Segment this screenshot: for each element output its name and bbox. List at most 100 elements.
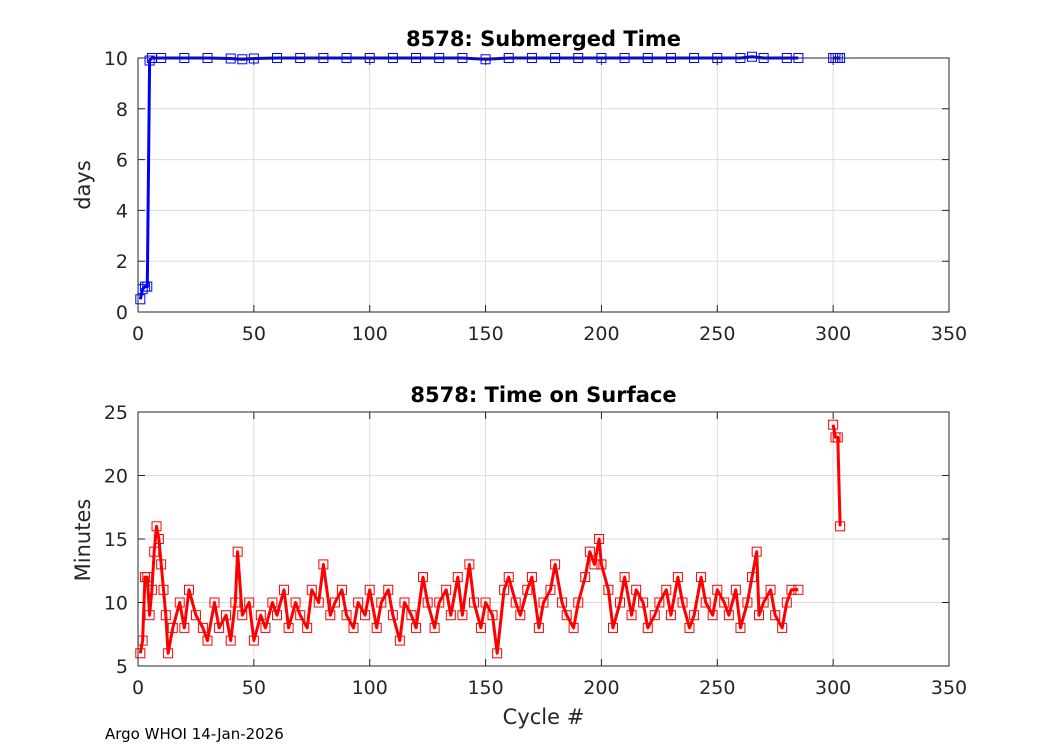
data-point-marker <box>302 622 313 633</box>
data-point-marker <box>267 597 278 608</box>
data-point-marker <box>584 546 595 557</box>
x-tick-label: 350 <box>931 323 967 345</box>
data-point-marker <box>684 622 695 633</box>
data-point-marker <box>248 635 259 646</box>
data-point-marker <box>649 610 660 621</box>
data-point-marker <box>360 610 371 621</box>
data-point-marker <box>538 597 549 608</box>
data-point-marker <box>174 597 185 608</box>
data-point-marker <box>828 419 839 430</box>
data-point-marker <box>197 622 208 633</box>
data-point-marker <box>696 572 707 583</box>
x-tick-label: 150 <box>467 323 503 345</box>
data-point-marker <box>526 572 537 583</box>
data-point-marker <box>747 572 758 583</box>
data-point-marker <box>751 546 762 557</box>
data-point-marker <box>209 597 220 608</box>
data-point-marker <box>237 610 248 621</box>
x-tick-label: 50 <box>242 677 266 699</box>
data-point-marker <box>689 610 700 621</box>
data-point-marker <box>712 584 723 595</box>
data-point-marker <box>596 559 607 570</box>
data-point-marker <box>441 584 452 595</box>
x-tick-label: 300 <box>815 323 851 345</box>
data-point-marker <box>445 610 456 621</box>
y-tick-label: 2 <box>116 251 128 273</box>
x-tick-label: 0 <box>132 677 144 699</box>
data-point-marker <box>626 610 637 621</box>
data-point-marker <box>244 597 255 608</box>
bottom-series <box>135 419 846 659</box>
data-point-marker <box>677 597 688 608</box>
y-tick-label: 8 <box>116 99 128 121</box>
data-point-marker <box>278 584 289 595</box>
data-point-marker <box>149 546 160 557</box>
data-point-marker <box>480 597 491 608</box>
data-point-marker <box>135 294 146 305</box>
data-point-marker <box>406 610 417 621</box>
data-point-marker <box>225 635 236 646</box>
data-point-marker <box>464 559 475 570</box>
bottom-tick-labels: 0 50 100 150 200 250 300 350 5 10 15 20 25 <box>104 402 967 699</box>
data-point-marker <box>313 597 324 608</box>
data-point-marker <box>156 559 167 570</box>
x-tick-label: 200 <box>583 677 619 699</box>
data-point-marker <box>723 610 734 621</box>
bottom-x-axis-label: Cycle # <box>503 705 585 729</box>
footer-credit: Argo WHOI 14-Jan-2026 <box>105 725 284 743</box>
data-point-marker <box>394 635 405 646</box>
data-point-marker <box>232 546 243 557</box>
x-tick-label: 250 <box>699 323 735 345</box>
data-point-marker <box>638 597 649 608</box>
data-point-marker <box>550 559 561 570</box>
x-tick-label: 0 <box>132 323 144 345</box>
data-point-marker <box>167 622 178 633</box>
data-point-marker <box>735 622 746 633</box>
data-point-marker <box>202 635 213 646</box>
data-point-marker <box>503 572 514 583</box>
data-point-marker <box>142 572 153 583</box>
data-point-marker <box>434 597 445 608</box>
y-tick-label: 25 <box>104 402 128 424</box>
data-point-marker <box>719 597 730 608</box>
data-point-marker <box>151 521 162 532</box>
data-point-marker <box>487 610 498 621</box>
x-tick-label: 350 <box>931 677 967 699</box>
data-point-marker <box>325 610 336 621</box>
x-tick-label: 150 <box>467 677 503 699</box>
data-point-marker <box>295 610 306 621</box>
data-point-marker <box>190 610 201 621</box>
bottom-axes: 0 50 100 150 200 250 300 350 5 10 15 20 25 8578: Tim… <box>71 383 967 729</box>
x-tick-label: 100 <box>352 677 388 699</box>
data-point-marker <box>468 597 479 608</box>
data-point-marker <box>353 597 364 608</box>
data-point-marker <box>631 584 642 595</box>
data-point-marker <box>557 597 568 608</box>
data-point-marker <box>786 584 797 595</box>
data-point-marker <box>422 597 433 608</box>
data-point-marker <box>255 610 266 621</box>
data-point-marker <box>608 622 619 633</box>
data-point-marker <box>142 281 153 292</box>
data-point-marker <box>146 584 157 595</box>
data-point-marker <box>306 584 317 595</box>
y-tick-label: 6 <box>116 150 128 172</box>
data-point-marker <box>214 622 225 633</box>
data-point-marker <box>348 622 359 633</box>
data-point-marker <box>144 610 155 621</box>
data-point-marker <box>499 584 510 595</box>
data-point-marker <box>522 584 533 595</box>
data-point-marker <box>336 584 347 595</box>
data-point-marker <box>429 622 440 633</box>
data-point-marker <box>545 584 556 595</box>
data-point-marker <box>619 572 630 583</box>
data-point-marker <box>642 622 653 633</box>
data-point-marker <box>163 648 174 659</box>
data-point-marker <box>568 622 579 633</box>
data-point-marker <box>589 559 600 570</box>
data-point-marker <box>376 597 387 608</box>
data-point-marker <box>758 597 769 608</box>
data-point-marker <box>457 610 468 621</box>
data-point-marker <box>515 610 526 621</box>
